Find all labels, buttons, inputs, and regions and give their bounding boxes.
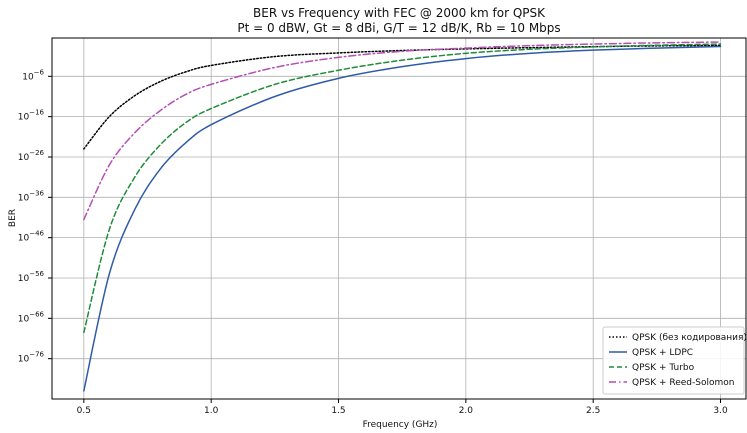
x-ticks: 0.5 1.0 1.5 2.0 2.5 3.0: [77, 399, 728, 416]
x-tick-label: 2.0: [459, 406, 474, 416]
y-axis-label: BER: [8, 209, 18, 227]
x-tick-label: 2.5: [586, 406, 600, 416]
legend-box: [602, 326, 745, 395]
x-axis-label: Frequency (GHz): [363, 420, 438, 430]
series-lines: [83, 41, 722, 392]
y-tick-label: 10−56: [18, 270, 45, 284]
legend: QPSK (без кодирования) QPSK + LDPC QPSK + …: [602, 326, 747, 395]
y-tick-label: 10−6: [22, 68, 44, 82]
series-line-3: [83, 41, 722, 221]
x-tick-label: 1.0: [204, 406, 219, 416]
legend-label-0: QPSK (без кодирования): [632, 333, 747, 343]
y-tick-label: 10−76: [18, 351, 45, 365]
legend-label-3: QPSK + Reed-Solomon: [632, 378, 734, 388]
y-tick-label: 10−26: [18, 149, 45, 163]
y-tick-label: 10−16: [18, 109, 45, 123]
x-tick-label: 0.5: [77, 406, 91, 416]
legend-label-2: QPSK + Turbo: [632, 363, 695, 373]
series-line-2: [83, 43, 722, 334]
y-ticks: 10−6 10−16 10−26 10−36 10−46 10−56 10−66 10−76: [18, 68, 52, 365]
x-tick-label: 3.0: [713, 406, 728, 416]
plot-frame: [51, 37, 747, 400]
series-line-1: [83, 45, 722, 392]
legend-label-1: QPSK + LDPC: [632, 348, 693, 358]
chart-subtitle: Pt = 0 dBW, Gt = 8 dBi, G/T = 12 dB/K, R…: [237, 21, 560, 35]
series-line-0: [83, 44, 722, 150]
y-tick-label: 10−36: [18, 189, 45, 203]
y-tick-label: 10−46: [18, 230, 45, 244]
x-tick-label: 1.5: [331, 406, 345, 416]
chart-title: BER vs Frequency with FEC @ 2000 km for …: [253, 6, 546, 20]
y-tick-label: 10−66: [18, 310, 45, 324]
